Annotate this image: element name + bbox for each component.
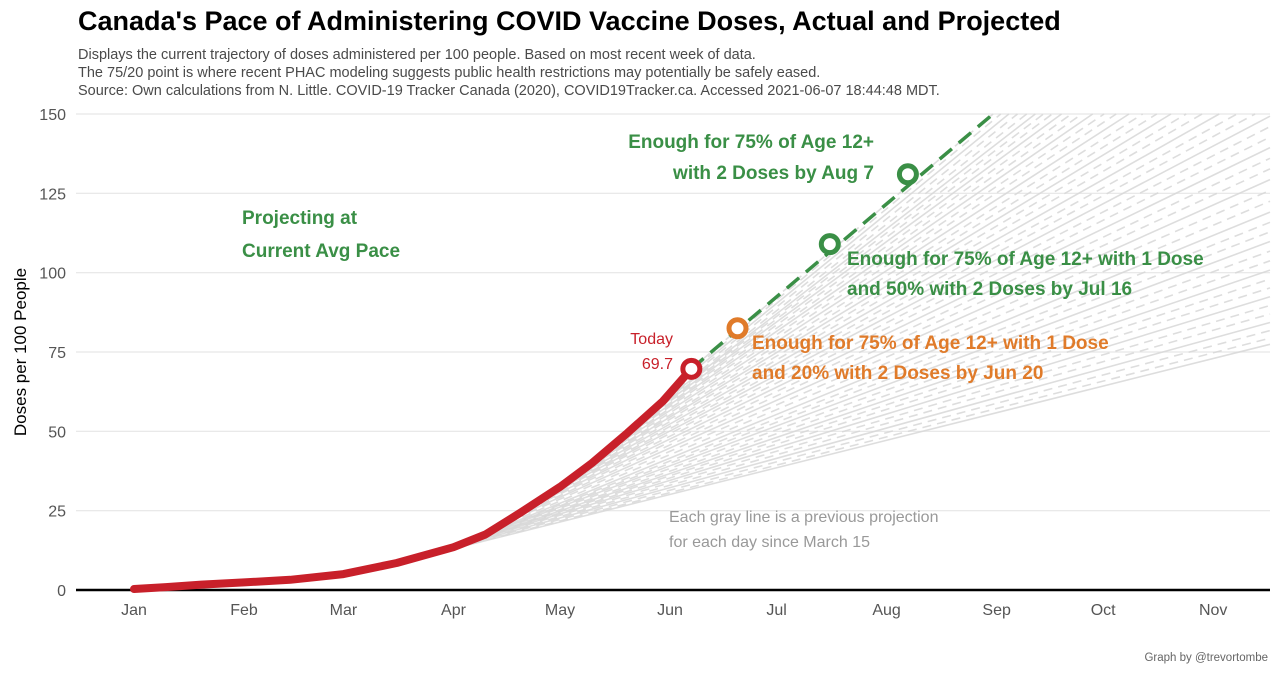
- gridlines: [76, 113, 1270, 512]
- previous-projection-line: [430, 295, 1271, 555]
- x-tick-label: Oct: [1091, 602, 1116, 619]
- milestone-marker-3: [896, 163, 919, 186]
- y-tick-label: 0: [57, 583, 66, 600]
- previous-projection-line: [443, 278, 1271, 551]
- x-tick-label: Jan: [121, 602, 147, 619]
- previous-projection-line: [564, 113, 1220, 485]
- previous-projection-line: [614, 113, 1105, 444]
- today-value-label: 69.7: [642, 356, 673, 373]
- y-tick-label: 75: [48, 345, 66, 362]
- previous-projection-line: [469, 240, 1271, 542]
- previous-projection-line: [608, 113, 1117, 450]
- previous-projection-line: [481, 221, 1271, 537]
- milestone-3-line-2: with 2 Doses by Aug 7: [672, 163, 874, 184]
- previous-projection-line: [557, 113, 1238, 489]
- previous-projection-line: [532, 136, 1271, 506]
- previous-projection-line: [462, 250, 1271, 545]
- y-axis-label: Doses per 100 People: [11, 268, 30, 436]
- previous-projection-line: [500, 189, 1271, 526]
- previous-projection-line: [513, 168, 1271, 518]
- x-tick-label: Feb: [230, 602, 258, 619]
- y-tick-label: 50: [48, 424, 66, 441]
- previous-projection-line: [494, 200, 1271, 530]
- y-tick-label: 125: [39, 186, 66, 203]
- previous-projection-line: [665, 113, 1028, 399]
- milestone-1-line-1: Enough for 75% of Age 12+ with 1 Dose: [752, 333, 1109, 354]
- previous-projection-line: [437, 287, 1271, 553]
- x-tick-label: May: [545, 602, 575, 619]
- previous-projection-line: [418, 313, 1271, 558]
- annotations: Today 69.7 Enough for 75% of Age 12+ with …: [242, 132, 1204, 551]
- previous-projection-line: [411, 321, 1271, 560]
- milestone-2-line-1: Enough for 75% of Age 12+ with 1 Dose: [847, 249, 1204, 270]
- previous-projection-line: [595, 113, 1144, 461]
- previous-projection-line: [507, 178, 1271, 522]
- x-tick-label: Aug: [872, 602, 900, 619]
- previous-projection-line: [589, 113, 1158, 466]
- subtitle-line-2: The 75/20 point is where recent PHAC mod…: [78, 65, 821, 81]
- milestone-marker-2: [818, 233, 841, 256]
- previous-projection-line: [488, 211, 1271, 534]
- previous-projection-line: [545, 115, 1271, 498]
- previous-projection-line: [627, 113, 1083, 434]
- previous-projection-line: [646, 113, 1053, 417]
- x-tick-label: Apr: [441, 602, 467, 619]
- projecting-label-line-2: Current Avg Pace: [242, 241, 400, 262]
- x-tick-label: Jul: [766, 602, 786, 619]
- y-tick-label: 100: [39, 266, 66, 283]
- axes: 0 25 50 75 100 125 150 Jan Feb Mar Apr May Jun Jul Aug…: [39, 107, 1270, 619]
- y-tick-label: 150: [39, 107, 66, 124]
- previous-projection-line: [538, 125, 1271, 502]
- previous-projection-line: [659, 113, 1036, 405]
- previous-projection-line: [475, 231, 1271, 540]
- projecting-label-line-1: Projecting at: [242, 208, 358, 229]
- x-tick-label: Mar: [330, 602, 358, 619]
- milestone-3-line-1: Enough for 75% of Age 12+: [628, 132, 874, 153]
- chart-title: Canada's Pace of Administering COVID Vac…: [78, 6, 1061, 36]
- previous-projection-line: [424, 304, 1271, 556]
- milestone-2-line-2: and 50% with 2 Doses by Jul 16: [847, 279, 1132, 300]
- gray-note-line-2: for each day since March 15: [669, 534, 870, 551]
- previous-projection-line: [456, 260, 1271, 547]
- previous-projection-line: [392, 343, 1271, 565]
- previous-projection-line: [602, 113, 1130, 455]
- previous-projection-line: [583, 113, 1172, 471]
- subtitle-line-3: Source: Own calculations from N. Little.…: [78, 83, 940, 99]
- milestone-marker-1: [726, 317, 749, 340]
- previous-projection-line: [640, 113, 1063, 422]
- previous-projection-line: [570, 113, 1203, 480]
- today-marker: [680, 357, 703, 380]
- previous-projection-line: [576, 113, 1187, 475]
- actual-doses-line: [130, 364, 696, 593]
- previous-projection-line: [519, 157, 1271, 514]
- previous-projection-line: [652, 113, 1044, 411]
- milestone-1-line-2: and 20% with 2 Doses by Jun 20: [752, 363, 1043, 384]
- subtitle-line-1: Displays the current trajectory of doses…: [78, 47, 756, 63]
- previous-projection-line: [551, 113, 1256, 493]
- x-tick-label: Sep: [982, 602, 1011, 619]
- previous-projection-line: [526, 146, 1271, 510]
- previous-projection-line: [449, 269, 1271, 549]
- previous-projection-line: [621, 113, 1094, 439]
- series-layer: [130, 112, 995, 593]
- gray-note-line-1: Each gray line is a previous projection: [669, 509, 938, 526]
- previous-projection-line: [671, 113, 1018, 392]
- today-label: Today: [630, 331, 673, 348]
- x-tick-label: Jun: [657, 602, 683, 619]
- y-tick-label: 25: [48, 504, 66, 521]
- graph-credit: Graph by @trevortombe: [1144, 652, 1268, 664]
- x-tick-label: Nov: [1199, 602, 1227, 619]
